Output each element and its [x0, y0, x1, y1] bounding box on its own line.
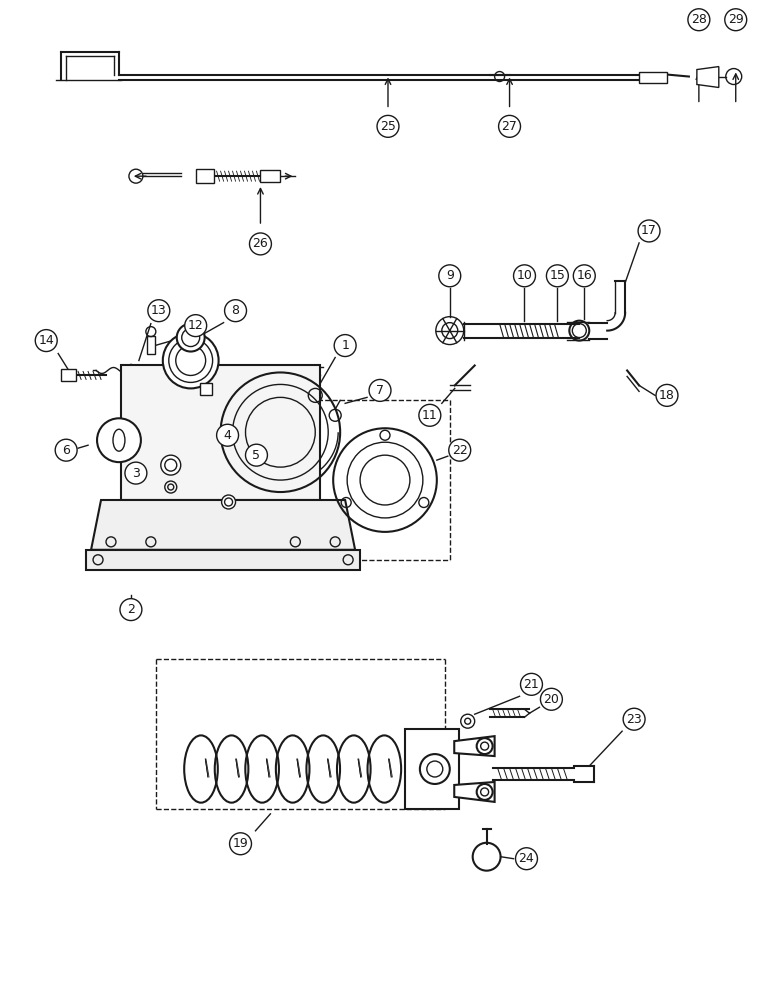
Text: 8: 8	[232, 304, 239, 317]
Text: 7: 7	[376, 384, 384, 397]
Circle shape	[419, 404, 441, 426]
Circle shape	[125, 462, 147, 484]
Text: 11: 11	[422, 409, 438, 422]
Circle shape	[249, 233, 272, 255]
Circle shape	[725, 9, 747, 31]
Circle shape	[449, 439, 471, 461]
Circle shape	[540, 688, 562, 710]
Text: 20: 20	[543, 693, 560, 706]
Text: 22: 22	[452, 444, 468, 457]
Bar	[639, 72, 667, 83]
Text: 2: 2	[127, 603, 135, 616]
Circle shape	[177, 324, 205, 352]
Circle shape	[185, 315, 207, 337]
Bar	[86, 550, 360, 570]
Text: 6: 6	[63, 444, 70, 457]
Bar	[195, 169, 214, 183]
Text: 3: 3	[132, 467, 140, 480]
Circle shape	[520, 673, 543, 695]
Circle shape	[245, 444, 267, 466]
Circle shape	[377, 115, 399, 137]
Circle shape	[513, 265, 536, 287]
Text: 1: 1	[341, 339, 349, 352]
Bar	[61, 369, 76, 381]
Polygon shape	[454, 782, 495, 802]
Text: 13: 13	[151, 304, 167, 317]
Circle shape	[334, 335, 356, 357]
Circle shape	[547, 265, 568, 287]
Text: 14: 14	[39, 334, 54, 347]
Circle shape	[120, 599, 142, 621]
Polygon shape	[454, 736, 495, 756]
Text: 5: 5	[252, 449, 260, 462]
Text: 21: 21	[523, 678, 540, 691]
Polygon shape	[697, 67, 719, 87]
Circle shape	[225, 300, 246, 322]
Bar	[147, 336, 155, 354]
Text: 10: 10	[516, 269, 533, 282]
Text: 16: 16	[577, 269, 592, 282]
Bar	[200, 383, 212, 395]
Circle shape	[688, 9, 709, 31]
Text: 15: 15	[550, 269, 565, 282]
Polygon shape	[91, 500, 355, 550]
Circle shape	[638, 220, 660, 242]
Circle shape	[438, 265, 461, 287]
Text: 24: 24	[519, 852, 534, 865]
Circle shape	[55, 439, 77, 461]
Circle shape	[217, 424, 239, 446]
Text: 26: 26	[252, 237, 269, 250]
Text: 4: 4	[224, 429, 232, 442]
Circle shape	[36, 330, 57, 352]
Circle shape	[574, 265, 595, 287]
Circle shape	[161, 455, 181, 475]
Circle shape	[222, 495, 235, 509]
Circle shape	[148, 300, 170, 322]
Circle shape	[623, 708, 645, 730]
Bar	[260, 170, 280, 182]
Text: 19: 19	[232, 837, 249, 850]
Circle shape	[97, 418, 141, 462]
Text: 29: 29	[728, 13, 743, 26]
Circle shape	[461, 714, 475, 728]
Text: 25: 25	[380, 120, 396, 133]
Text: 27: 27	[502, 120, 517, 133]
Polygon shape	[405, 729, 459, 809]
Text: 9: 9	[446, 269, 454, 282]
Text: 18: 18	[659, 389, 675, 402]
Circle shape	[369, 379, 391, 401]
Text: 12: 12	[188, 319, 204, 332]
Circle shape	[516, 848, 537, 870]
Text: 17: 17	[641, 224, 657, 237]
Circle shape	[656, 384, 678, 406]
Circle shape	[229, 833, 252, 855]
Circle shape	[163, 333, 218, 388]
Text: 23: 23	[626, 713, 642, 726]
Circle shape	[499, 115, 520, 137]
Polygon shape	[121, 365, 320, 500]
Text: 28: 28	[691, 13, 707, 26]
